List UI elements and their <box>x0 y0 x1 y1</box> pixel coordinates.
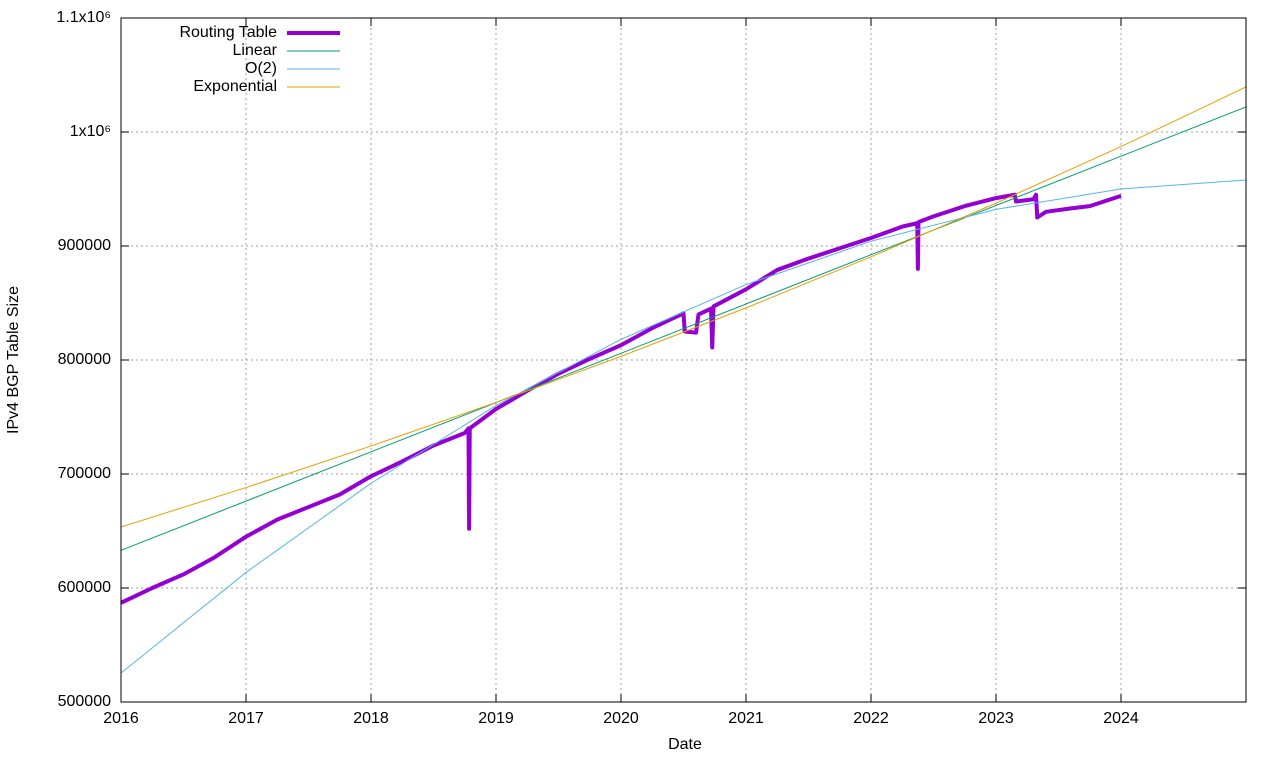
line-series <box>120 86 1247 528</box>
line-series <box>120 179 1247 674</box>
legend-label: Linear <box>233 42 278 59</box>
line-series <box>120 106 1247 551</box>
y-tick-label: 500000 <box>58 693 111 710</box>
x-tick-label: 2018 <box>353 710 389 727</box>
y-tick-label: 900000 <box>58 237 111 254</box>
x-axis-label: Date <box>668 736 702 753</box>
y-tick-label: 700000 <box>58 465 111 482</box>
y-tick-label: 600000 <box>58 579 111 596</box>
x-tick-label: 2021 <box>728 710 764 727</box>
y-axis-label: IPv4 BGP Table Size <box>5 286 22 434</box>
x-tick-label: 2017 <box>228 710 264 727</box>
x-tick-label: 2023 <box>978 710 1014 727</box>
x-tick-label: 2016 <box>103 710 139 727</box>
x-tick-label: 2019 <box>478 710 514 727</box>
x-tick-label: 2022 <box>853 710 889 727</box>
y-tick-label: 1x10⁶ <box>70 123 111 140</box>
y-tick-label: 800000 <box>58 351 111 368</box>
legend-label: Exponential <box>193 78 277 95</box>
legend-label: Routing Table <box>179 24 277 41</box>
plot-frame <box>120 17 1247 703</box>
x-tick-label: 2024 <box>1103 710 1139 727</box>
x-tick-label: 2020 <box>603 710 639 727</box>
legend-label: O(2) <box>245 60 277 77</box>
y-tick-label: 1.1x10⁶ <box>56 9 111 26</box>
